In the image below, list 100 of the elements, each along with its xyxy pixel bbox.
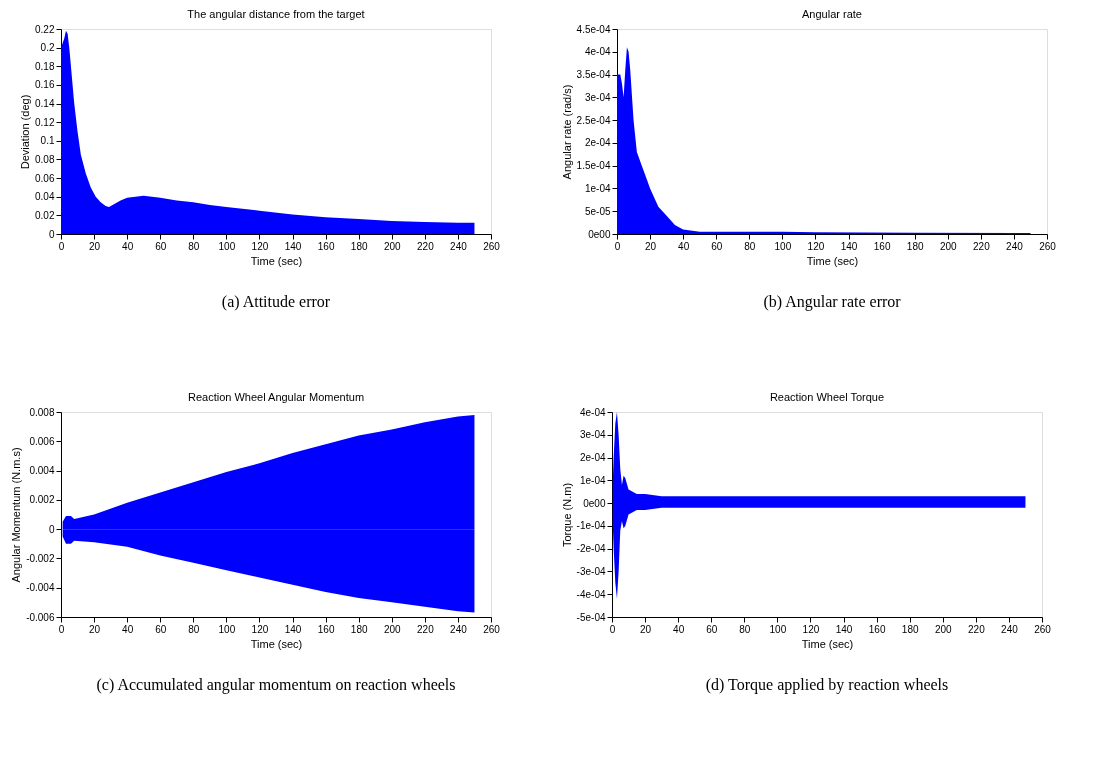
x-tick-label: 220 [417, 240, 435, 252]
y-tick-label: -1e-04 [576, 520, 606, 532]
x-tick-label: 160 [317, 240, 335, 252]
x-tick-label: 180 [350, 240, 368, 252]
y-tick-label: 0.06 [35, 172, 55, 184]
y-tick-label: -0.006 [26, 611, 55, 623]
x-tick-label: 20 [640, 623, 652, 635]
y-tick-label: 2.5e-04 [576, 114, 611, 126]
text: (b) Angular rate error [763, 293, 902, 311]
x-tick-label: 220 [968, 623, 986, 635]
y-tick-label: 3e-04 [579, 429, 606, 441]
x-tick-label: 60 [155, 240, 167, 252]
x-tick-label: 140 [284, 623, 302, 635]
x-tick-label: 200 [383, 623, 402, 635]
y-tick-label: 0.08 [35, 153, 55, 165]
x-tick-label: 100 [218, 240, 236, 252]
x-axis-title: Time (sec) [801, 637, 854, 650]
x-tick-label: 60 [155, 623, 167, 635]
y-tick-label: 4e-04 [579, 406, 606, 418]
y-tick-label: 0.1 [40, 135, 55, 147]
x-tick-label: 100 [769, 623, 787, 635]
y-tick-label: 2e-04 [584, 137, 611, 149]
x-tick-label: 140 [284, 240, 302, 252]
y-axis-title: Angular rate (rad/s) [560, 84, 573, 180]
y-tick-label: 0.02 [35, 209, 55, 221]
y-tick-label: 0e00 [588, 228, 611, 240]
text: (a) Attitude error [221, 293, 331, 311]
x-tick-label: 240 [1006, 240, 1024, 252]
x-tick-label: 240 [450, 623, 468, 635]
chart-title: The angular distance from the target [187, 8, 365, 20]
chart-title: Angular rate [802, 8, 862, 20]
text: (d) Torque applied by reaction wheels [705, 676, 949, 694]
x-tick-label: 120 [802, 623, 820, 635]
x-tick-label: 80 [744, 240, 756, 252]
x-tick-label: 260 [483, 623, 501, 635]
y-tick-label: 0.004 [29, 465, 55, 477]
x-tick-label: 180 [906, 240, 924, 252]
y-tick-label: 0.18 [35, 60, 55, 72]
x-tick-label: 180 [350, 623, 368, 635]
x-tick-label: 0 [58, 623, 65, 635]
x-axis-title: Time (sec) [806, 254, 859, 267]
y-axis-title: Angular Momentum (N.m.s) [10, 447, 23, 583]
y-tick-label: -5e-04 [576, 611, 606, 623]
x-tick-label: 120 [251, 623, 269, 635]
x-axis-title: Time (sec) [250, 254, 303, 267]
x-tick-label: 40 [122, 623, 134, 635]
y-tick-label: 4.5e-04 [576, 23, 611, 35]
y-tick-label: 3e-04 [584, 91, 611, 103]
y-axis-title: Torque (N.m) [560, 482, 573, 548]
x-tick-label: 160 [868, 623, 886, 635]
chart-title: Reaction Wheel Torque [769, 391, 885, 403]
x-tick-label: 220 [417, 623, 435, 635]
y-tick-label: 0e00 [583, 497, 606, 509]
y-tick-label: 0.22 [35, 23, 55, 35]
text: (c) Accumulated angular momentum on reaction wheels [96, 676, 456, 694]
x-tick-label: 60 [711, 240, 723, 252]
x-tick-label: 260 [1034, 623, 1052, 635]
x-tick-label: 0 [614, 240, 621, 252]
x-tick-label: 260 [483, 240, 501, 252]
y-tick-label: -4e-04 [576, 588, 606, 600]
y-tick-label: 1.5e-04 [576, 160, 611, 172]
y-tick-label: 0.16 [35, 79, 55, 91]
y-tick-label: 0.2 [40, 42, 55, 54]
x-tick-label: 20 [645, 240, 657, 252]
y-tick-label: 4e-04 [584, 46, 611, 58]
y-tick-label: 5e-05 [584, 205, 611, 217]
y-axis-title: Deviation (deg) [19, 94, 32, 170]
x-tick-label: 160 [317, 623, 335, 635]
y-tick-label: 0 [48, 523, 55, 535]
y-tick-label: -2e-04 [576, 543, 606, 555]
x-tick-label: 100 [218, 623, 236, 635]
x-tick-label: 240 [1001, 623, 1019, 635]
y-tick-label: 0.04 [35, 191, 55, 203]
x-tick-label: 20 [89, 623, 101, 635]
x-tick-label: 80 [739, 623, 751, 635]
x-tick-label: 20 [89, 240, 101, 252]
x-tick-label: 160 [873, 240, 891, 252]
y-tick-label: 0.008 [29, 406, 55, 418]
y-tick-label: 1e-04 [584, 182, 611, 194]
x-tick-label: 260 [1039, 240, 1057, 252]
y-tick-label: 3.5e-04 [576, 69, 611, 81]
x-tick-label: 140 [840, 240, 858, 252]
y-tick-label: 0.12 [35, 116, 55, 128]
y-tick-label: -0.002 [26, 552, 55, 564]
x-tick-label: 40 [122, 240, 134, 252]
y-tick-label: 2e-04 [579, 452, 606, 464]
y-tick-label: 0.006 [29, 435, 55, 447]
x-tick-label: 200 [934, 623, 953, 635]
x-tick-label: 80 [188, 623, 200, 635]
y-tick-label: 1e-04 [579, 474, 606, 486]
x-tick-label: 240 [450, 240, 468, 252]
y-tick-label: 0 [48, 228, 55, 240]
y-tick-label: 0.14 [35, 98, 55, 110]
x-tick-label: 120 [251, 240, 269, 252]
x-tick-label: 60 [706, 623, 718, 635]
y-tick-label: -3e-04 [576, 565, 606, 577]
x-tick-label: 100 [774, 240, 792, 252]
x-tick-label: 120 [807, 240, 825, 252]
x-axis-title: Time (sec) [250, 637, 303, 650]
x-tick-label: 140 [835, 623, 853, 635]
